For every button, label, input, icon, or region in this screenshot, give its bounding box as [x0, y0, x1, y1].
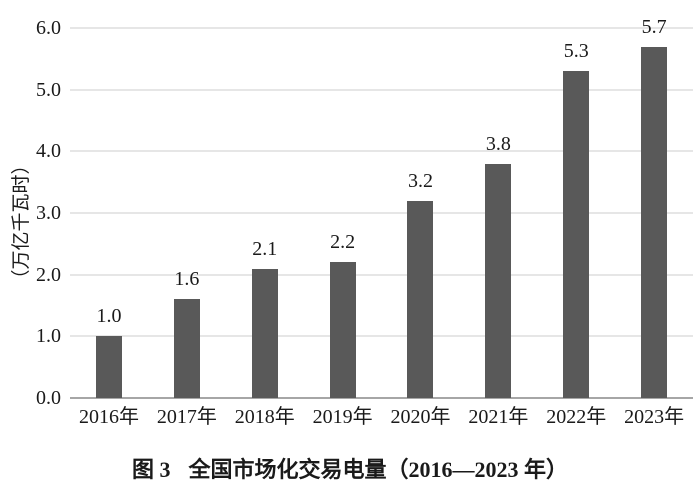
bar-value-label: 2.2	[330, 231, 356, 254]
category-slot: 1.0 2016年	[70, 28, 148, 428]
y-tick-label: 2.0	[36, 263, 61, 286]
x-tick-label: 2023年	[624, 406, 685, 428]
x-tick-label: 2017年	[156, 406, 217, 428]
y-tick-label: 5.0	[36, 78, 61, 101]
y-tick-label: 3.0	[36, 202, 61, 224]
bar-2022年	[563, 71, 590, 398]
gridline	[70, 212, 693, 214]
bar-2023年	[641, 46, 668, 398]
bar-2021年	[485, 163, 512, 398]
bar-value-label: 1.0	[96, 305, 122, 328]
y-tick-label: 4.0	[36, 140, 61, 163]
y-tick-label: 0.0	[36, 387, 61, 409]
bar-value-label: 3.8	[485, 132, 511, 155]
gridline	[70, 150, 693, 152]
plot-area: 0.0 1.0 2.0 3.0 4.0 5.0 6.0 1.0 2016年 1.6 2017年 2.1…	[36, 17, 693, 429]
figure-number: 图 3	[131, 457, 171, 482]
bar-2020年	[407, 200, 434, 398]
x-tick-label: 2019年	[312, 406, 373, 428]
bar-value-label: 1.6	[174, 268, 200, 291]
bar-value-label: 3.2	[407, 169, 433, 192]
gridline	[70, 274, 693, 276]
bar-2018年	[251, 268, 278, 398]
category-slot: 3.2 2020年	[382, 28, 460, 428]
category-slot: 1.6 2017年	[148, 28, 226, 428]
x-tick-label: 2022年	[546, 406, 607, 428]
x-tick-label: 2016年	[78, 406, 139, 428]
x-axis-line	[70, 397, 693, 399]
bar-value-label: 5.3	[563, 40, 589, 63]
gridline	[70, 89, 693, 91]
category-slot: 5.7 2023年	[615, 17, 693, 429]
category-slot: 5.3 2022年	[537, 28, 615, 428]
x-tick-label: 2020年	[390, 406, 451, 428]
category-slot: 3.8 2021年	[459, 28, 537, 428]
y-tick-label: 1.0	[36, 325, 61, 348]
figure-caption: 图 3 全国市场化交易电量（2016—2023 年）	[0, 457, 700, 483]
bar-value-label: 2.1	[252, 237, 278, 260]
bar-2016年	[95, 336, 122, 398]
bar-2019年	[329, 262, 356, 398]
figure-title: 全国市场化交易电量（2016—2023 年）	[188, 457, 569, 482]
category-slot: 2.2 2019年	[304, 28, 382, 428]
y-tick-label: 6.0	[36, 17, 61, 39]
bar-value-label: 5.7	[641, 15, 667, 38]
x-tick-label: 2018年	[234, 406, 295, 428]
gridline	[70, 27, 693, 29]
category-slot: 2.1 2018年	[226, 28, 304, 429]
x-tick-label: 2021年	[468, 406, 529, 428]
bar-2017年	[173, 299, 200, 398]
gridline	[70, 335, 693, 337]
